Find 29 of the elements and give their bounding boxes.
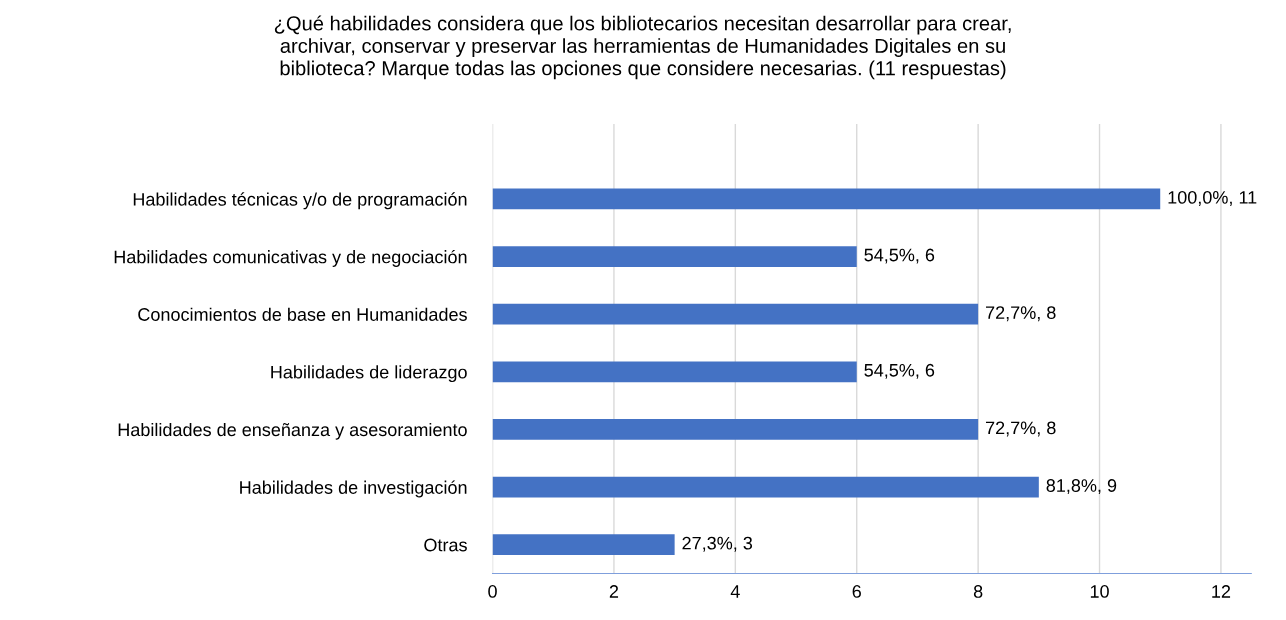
x-tick-label: 6 (852, 585, 861, 598)
data-label: 54,5%, 6 (864, 363, 935, 379)
y-tick-label: Habilidades comunicativas y de negociación (114, 249, 467, 267)
y-tick-label: Habilidades de liderazgo (271, 365, 467, 383)
bar (492, 361, 857, 383)
bar (492, 534, 675, 556)
x-tick-label: 8 (973, 585, 983, 598)
bar (492, 188, 1161, 210)
bar (492, 246, 857, 267)
chart-title: ¿Qué habilidades considera que los bibliotecarios necesitan desarrollar para crear, archivar, conservar y preservar las herramientas de Humanidades Digitales en su biblioteca? Marque todas las opciones que considere necesarias. (11 respuestas) (274, 15, 1011, 80)
x-tick-label: 4 (730, 585, 740, 598)
data-label: 81,8%, 9 (1046, 479, 1117, 495)
data-label: 27,3%, 3 (682, 536, 753, 552)
y-tick-label: Habilidades técnicas y/o de programación (133, 192, 467, 210)
data-label: 54,5%, 6 (864, 248, 935, 264)
bar (492, 476, 1039, 498)
x-tick-label: 10 (1090, 585, 1109, 598)
bar (492, 419, 979, 440)
data-label: 72,7%, 8 (986, 306, 1056, 322)
data-label: 100,0%, 11 (1168, 190, 1257, 206)
x-tick-label: 12 (1212, 585, 1231, 598)
data-label: 72,7%, 8 (986, 421, 1056, 437)
bar (492, 303, 979, 325)
x-tick-label: 2 (609, 585, 619, 598)
y-tick-label: Conocimientos de base en Humanidades (138, 307, 467, 321)
y-tick-label: Habilidades de enseñanza y asesoramiento (118, 422, 467, 440)
y-tick-label: Habilidades de investigación (240, 480, 467, 498)
x-tick-label: 0 (488, 585, 497, 598)
y-tick-label: Otras (424, 538, 467, 552)
